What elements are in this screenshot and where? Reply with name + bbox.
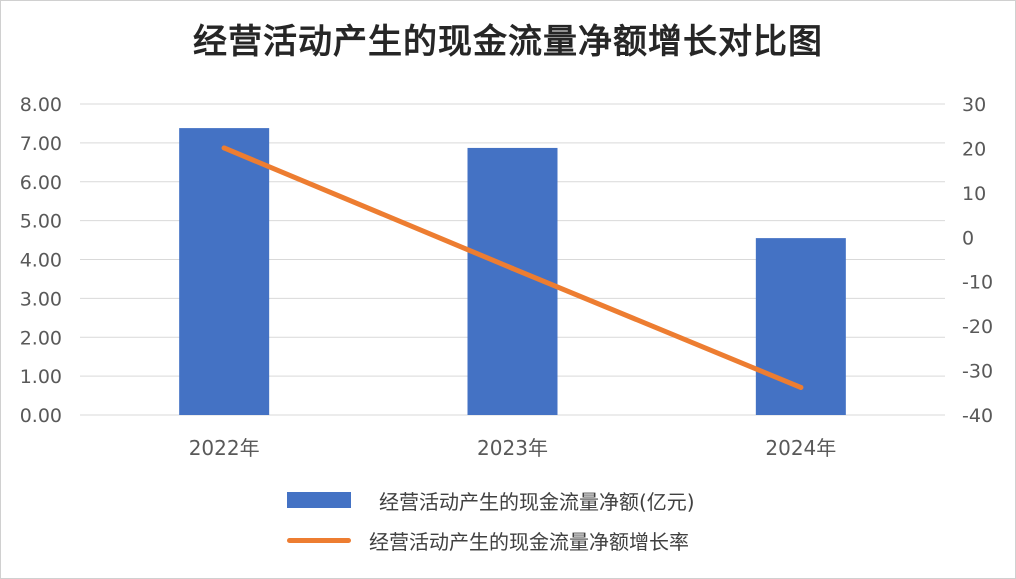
bar bbox=[179, 128, 270, 416]
legend-item-line: 经营活动产生的现金流量净额增长率 bbox=[287, 522, 689, 558]
y-left-tick-label: 0.00 bbox=[20, 405, 62, 427]
legend-swatch-line bbox=[287, 537, 351, 543]
line-point bbox=[221, 145, 227, 151]
y-right-tick-label: -30 bbox=[962, 361, 993, 383]
legend-item-bar: 经营活动产生的现金流量净额(亿元) bbox=[287, 482, 695, 518]
x-tick-label: 2024年 bbox=[765, 436, 836, 460]
y-left-tick-label: 3.00 bbox=[20, 288, 62, 310]
y-right-tick-label: -10 bbox=[962, 272, 993, 294]
line-point bbox=[798, 384, 804, 390]
y-left-tick-label: 2.00 bbox=[20, 327, 62, 349]
legend-label-bar: 经营活动产生的现金流量净额(亿元) bbox=[379, 489, 695, 514]
legend-swatch-bar bbox=[287, 492, 351, 508]
y-right-tick-label: -40 bbox=[962, 405, 993, 427]
x-tick-label: 2023年 bbox=[477, 436, 548, 460]
y-right-tick-label: 0 bbox=[962, 227, 974, 249]
legend-label-line: 经营活动产生的现金流量净额增长率 bbox=[369, 529, 689, 554]
y-left-tick-label: 1.00 bbox=[20, 366, 62, 388]
y-left-tick-label: 6.00 bbox=[20, 172, 62, 194]
y-right-tick-label: 30 bbox=[962, 94, 986, 116]
y-right-tick-label: 10 bbox=[962, 183, 986, 205]
line-point bbox=[510, 265, 515, 271]
y-right-tick-label: 20 bbox=[962, 138, 986, 160]
y-left-tick-label: 7.00 bbox=[20, 133, 62, 155]
y-left-tick-label: 4.00 bbox=[20, 250, 62, 272]
chart-title: 经营活动产生的现金流量净额增长对比图 bbox=[193, 22, 823, 62]
y-left-tick-label: 5.00 bbox=[20, 211, 62, 233]
y-left-tick-label: 8.00 bbox=[20, 94, 62, 116]
y-right-tick-label: -20 bbox=[962, 316, 993, 338]
x-tick-label: 2022年 bbox=[189, 436, 260, 460]
